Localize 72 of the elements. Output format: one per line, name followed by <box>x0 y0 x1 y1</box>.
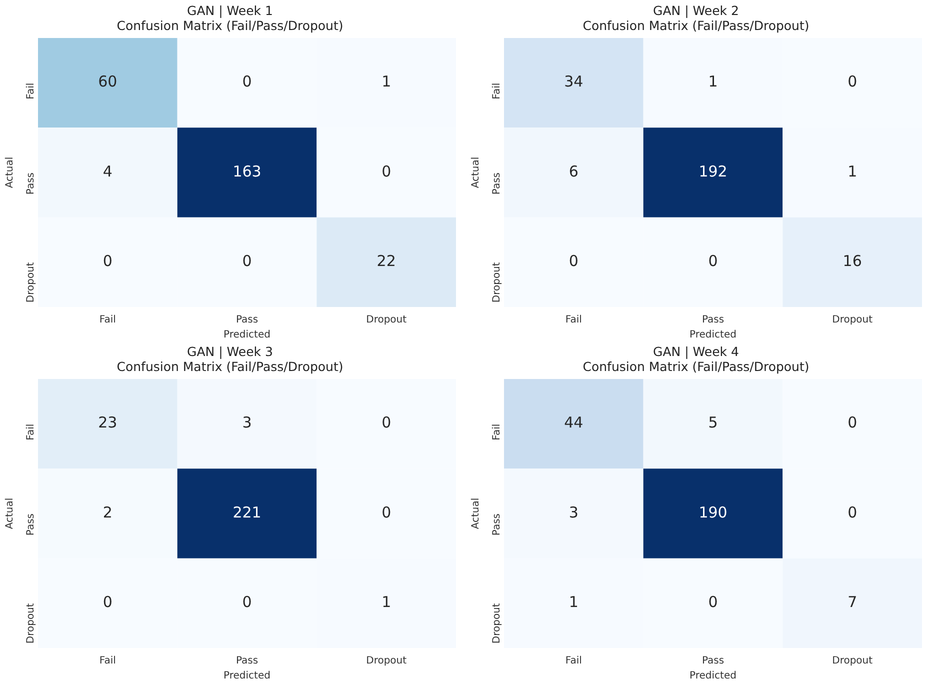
data-label: 0 <box>568 252 578 270</box>
data-label: 0 <box>848 72 858 91</box>
x-tick-label: Pass <box>702 656 724 667</box>
data-label: 23 <box>98 414 118 432</box>
data-label: 0 <box>242 72 252 91</box>
chart-title: GAN | Week 4 <box>653 344 740 359</box>
y-tick-label: Fail <box>26 424 37 440</box>
x-axis-title: Predicted <box>224 670 270 682</box>
data-label: 0 <box>102 252 112 270</box>
chart-subtitle: Confusion Matrix (Fail/Pass/Dropout) <box>582 18 810 33</box>
x-tick-label: Fail <box>99 314 116 326</box>
data-label: 190 <box>698 503 728 522</box>
x-tick-label: Dropout <box>366 656 407 667</box>
x-tick-label: Dropout <box>832 656 873 667</box>
chart-title: GAN | Week 3 <box>187 344 273 359</box>
y-tick-label: Fail <box>26 82 37 100</box>
chart-title: GAN | Week 1 <box>187 2 273 18</box>
y-tick-label: Fail <box>492 82 503 100</box>
data-label: 2 <box>102 503 112 522</box>
data-label: 22 <box>376 252 396 270</box>
data-label: 0 <box>382 414 392 432</box>
y-tick-label: Pass <box>26 172 37 195</box>
data-label: 0 <box>382 162 392 180</box>
data-label: 4 <box>102 162 112 180</box>
x-tick-label: Pass <box>702 314 724 326</box>
data-label: 5 <box>708 414 718 432</box>
x-axis-title: Predicted <box>690 330 736 341</box>
y-tick-label: Fail <box>492 424 503 440</box>
x-tick-label: Fail <box>99 656 116 667</box>
data-label: 1 <box>708 72 718 91</box>
y-tick-label: Pass <box>26 514 37 536</box>
data-label: 1 <box>848 162 858 180</box>
chart-subtitle: Confusion Matrix (Fail/Pass/Dropout) <box>116 358 344 374</box>
data-label: 3 <box>242 414 252 432</box>
data-label: 0 <box>382 503 392 522</box>
data-label: 0 <box>848 414 858 432</box>
y-axis-title: Actual <box>4 498 16 530</box>
data-label: 60 <box>98 72 118 91</box>
chart-title: GAN | Week 2 <box>653 2 739 18</box>
data-label: 16 <box>842 252 862 270</box>
x-tick-label: Dropout <box>832 314 873 326</box>
data-label: 1 <box>382 593 392 612</box>
y-tick-label: Pass <box>492 172 503 195</box>
data-label: 163 <box>232 162 262 180</box>
x-tick-label: Fail <box>565 656 582 667</box>
x-tick-label: Dropout <box>366 314 407 326</box>
x-tick-label: Pass <box>236 656 258 667</box>
data-label: 0 <box>242 593 252 612</box>
x-tick-label: Fail <box>565 314 582 326</box>
data-label: 0 <box>242 252 252 270</box>
data-label: 221 <box>232 503 262 522</box>
data-label: 6 <box>568 162 578 180</box>
y-axis-title: Actual <box>470 156 482 188</box>
data-label: 0 <box>708 593 718 612</box>
data-label: 0 <box>102 593 112 612</box>
data-label: 7 <box>848 593 858 612</box>
data-label: 1 <box>568 593 578 612</box>
x-tick-label: Pass <box>236 314 258 326</box>
data-label: 3 <box>568 503 578 522</box>
data-label: 1 <box>382 72 392 91</box>
chart-subtitle: Confusion Matrix (Fail/Pass/Dropout) <box>582 358 810 374</box>
y-tick-label: Pass <box>492 514 503 536</box>
data-label: 44 <box>564 414 584 432</box>
data-label: 192 <box>698 162 728 180</box>
data-label: 0 <box>848 503 858 522</box>
x-axis-title: Predicted <box>690 670 736 682</box>
data-label: 34 <box>564 72 584 91</box>
data-label: 0 <box>708 252 718 270</box>
chart-subtitle: Confusion Matrix (Fail/Pass/Dropout) <box>116 18 344 33</box>
y-axis-title: Actual <box>4 156 16 188</box>
x-axis-title: Predicted <box>224 330 270 341</box>
y-axis-title: Actual <box>470 498 482 530</box>
